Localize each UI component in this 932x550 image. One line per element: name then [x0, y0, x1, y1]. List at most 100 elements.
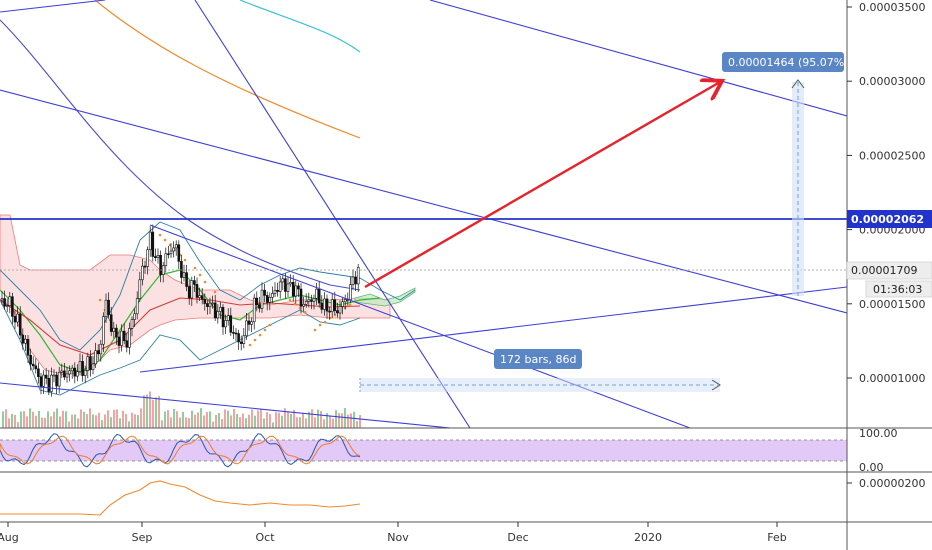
volume-bar — [221, 419, 223, 428]
volume-bar — [98, 412, 100, 428]
teal-ma — [239, 0, 361, 53]
volume-bar — [197, 412, 199, 428]
candle-body — [18, 313, 22, 336]
candle-body — [146, 249, 149, 267]
rsi-tick-0: 0.00 — [859, 461, 884, 474]
candle-body — [190, 280, 194, 299]
volume-bar — [305, 418, 307, 428]
candle-body — [289, 282, 292, 285]
time-axis[interactable]: Aug Sep Oct Nov Dec 2020 Feb — [0, 522, 787, 544]
candle-body — [102, 316, 105, 345]
volume-bar — [227, 410, 229, 428]
volume-bar — [26, 416, 28, 428]
resistance-price: 0.00002062 — [851, 213, 924, 226]
candle-body — [349, 284, 352, 300]
volume-bar — [311, 409, 313, 428]
candle-body — [128, 328, 131, 348]
candle-body — [99, 343, 103, 355]
sar-dot — [263, 328, 267, 332]
candle-body — [115, 327, 118, 338]
volume-bars — [2, 391, 361, 428]
time-tick-label: Feb — [767, 531, 786, 544]
volume-bar — [155, 397, 157, 428]
candle-body — [133, 313, 136, 320]
candle-body — [320, 302, 324, 310]
volume-bar — [149, 391, 151, 428]
volume-bar — [32, 411, 34, 428]
volume-bar — [53, 411, 55, 428]
volume-bar — [317, 409, 319, 428]
volume-bar — [152, 399, 154, 428]
time-tick-label: 2020 — [634, 531, 662, 544]
volume-bar — [50, 416, 52, 428]
candle-body — [229, 315, 233, 333]
candle-body — [343, 299, 347, 303]
candle-body — [211, 302, 214, 305]
candle-body — [13, 316, 17, 323]
volume-bar — [266, 412, 268, 428]
candle-body — [273, 289, 277, 294]
candle-body — [107, 299, 110, 315]
volume-bar — [254, 415, 256, 428]
volume-bar — [125, 414, 127, 428]
volume-bar — [86, 414, 88, 428]
volume-bar — [80, 409, 82, 428]
candle-body — [234, 332, 238, 335]
candle-body — [206, 303, 209, 307]
volume-bar — [20, 411, 22, 428]
candle-body — [122, 330, 126, 342]
volume-bar — [170, 417, 172, 428]
candle-body — [258, 304, 261, 309]
stoch-rsi-d-line — [0, 435, 361, 465]
candle-body — [117, 336, 121, 346]
candle-body — [130, 319, 134, 329]
candle-body — [195, 284, 199, 298]
candle-body — [52, 374, 56, 377]
volume-bar — [215, 415, 217, 428]
sar-dot — [158, 233, 162, 237]
rsi-tick-100: 100.00 — [859, 427, 898, 440]
orange-ma — [94, 0, 361, 139]
volume-bar — [110, 417, 112, 428]
sar-dot — [333, 313, 337, 317]
volume-bar — [290, 414, 292, 428]
volume-bar — [212, 421, 214, 428]
volume-bar — [131, 412, 133, 428]
candle-body — [34, 365, 38, 370]
volume-bar — [347, 414, 349, 428]
volume-bar — [263, 418, 265, 428]
candle-body — [0, 298, 4, 301]
ichimoku-cloud-green — [354, 287, 416, 307]
candle-body — [304, 301, 308, 305]
candle-body — [221, 307, 225, 328]
volume-bar — [332, 418, 334, 428]
candle-body — [42, 374, 45, 387]
candle-body — [354, 276, 357, 285]
candle-body — [182, 272, 186, 278]
candle-body — [167, 253, 170, 256]
volume-bar — [89, 408, 91, 428]
volume-bar — [359, 414, 361, 428]
sar-dot — [303, 310, 307, 314]
candle-body — [213, 302, 217, 319]
candle-body — [247, 320, 251, 325]
volume-bar — [338, 413, 340, 428]
volume-bar — [119, 418, 121, 428]
candle-body — [76, 371, 79, 377]
sar-dot — [328, 316, 332, 320]
candle-body — [341, 301, 344, 307]
volume-bar — [206, 411, 208, 428]
price-axis[interactable]: 0.000035000.000030000.000025000.00002000… — [847, 1, 925, 385]
time-tick-label: Sep — [132, 531, 153, 544]
candle-body — [263, 289, 266, 296]
candle-body — [37, 368, 40, 377]
candle-body — [120, 330, 123, 346]
bollinger-lower — [0, 299, 361, 396]
resistance-price-tag: 0.00002062 — [847, 210, 932, 228]
volume-bar — [200, 408, 202, 428]
volume-bar — [65, 411, 67, 428]
range-label: 172 bars, 86d — [500, 353, 576, 366]
volume-bar — [341, 413, 343, 428]
volume-bar — [29, 408, 31, 428]
